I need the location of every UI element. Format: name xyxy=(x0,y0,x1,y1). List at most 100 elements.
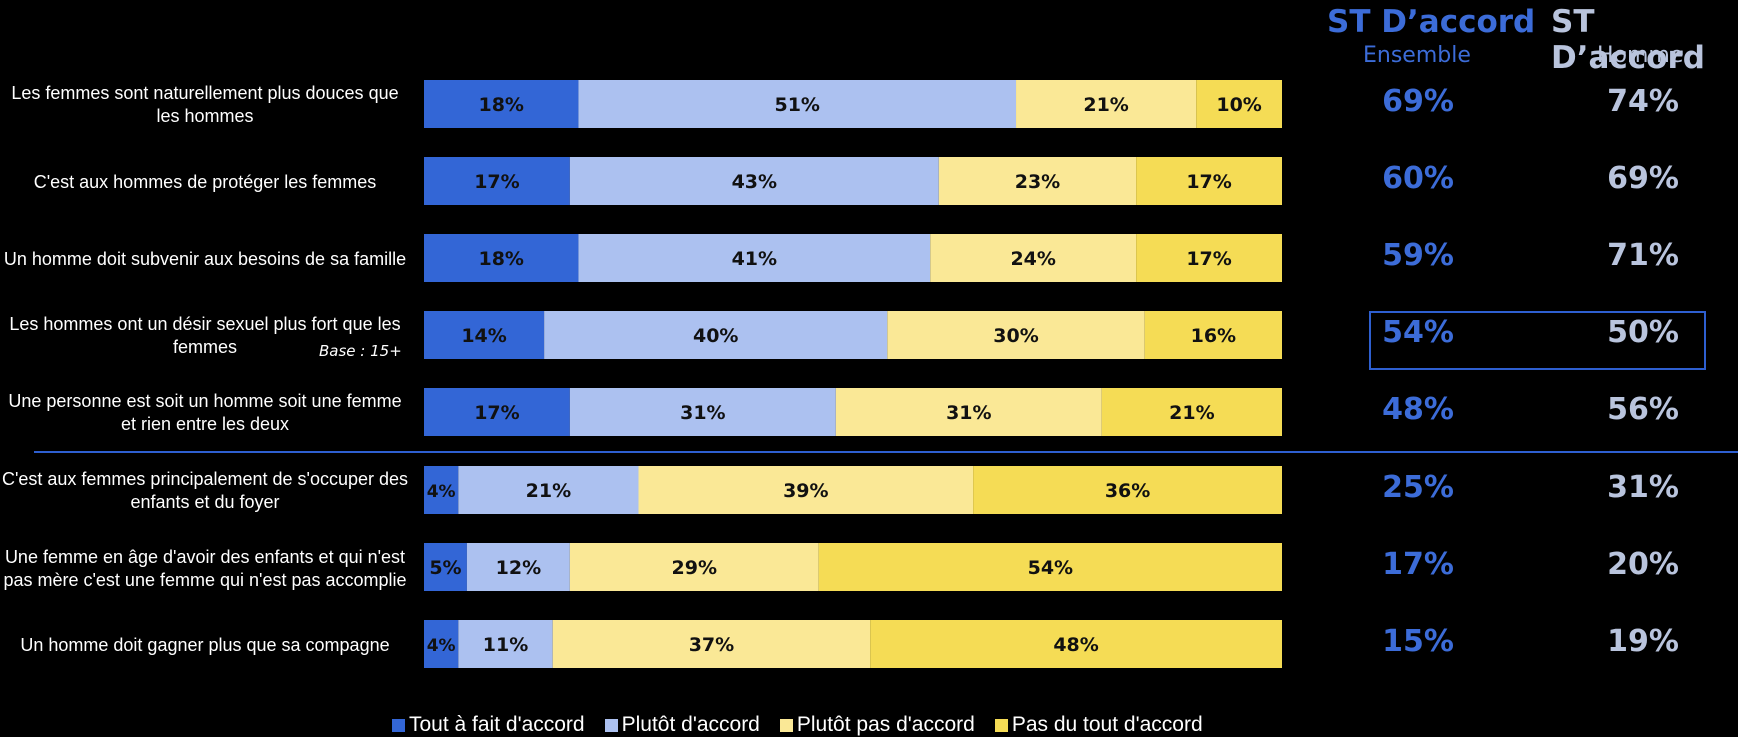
statement-label-5: Une personne est soit un homme soit une … xyxy=(8,391,402,434)
bar-1-tout-a-fait xyxy=(424,80,579,128)
legend: Tout à fait d'accord Plutôt d'accord Plu… xyxy=(392,713,1223,737)
bar-4-plutot-pas xyxy=(887,311,1145,359)
bar-label-2-plutot-pas: 23% xyxy=(1015,171,1060,193)
bar-label-4-pas-du-tout: 16% xyxy=(1191,325,1236,347)
bar-label-1-plutot: 51% xyxy=(774,94,819,116)
bar-label-5-tout-a-fait: 17% xyxy=(474,402,519,424)
legend-item-plutot: Plutôt d'accord xyxy=(604,713,760,737)
st-ensemble-value-4: 54% xyxy=(1382,315,1454,350)
st-homme-value-2: 69% xyxy=(1607,161,1679,196)
st-homme-value-3: 71% xyxy=(1607,238,1679,273)
legend-item-tout-a-fait: Tout à fait d'accord xyxy=(392,713,585,737)
bar-5-plutot-pas xyxy=(835,388,1102,436)
bar-2-plutot xyxy=(569,157,939,205)
statement-label-4: Les hommes ont un désir sexuel plus fort… xyxy=(9,314,401,357)
st-ensemble-value-7: 17% xyxy=(1382,547,1454,582)
highlight-box xyxy=(1369,311,1706,370)
legend-item-pas-du-tout: Pas du tout d'accord xyxy=(994,713,1203,737)
bar-8-plutot xyxy=(458,620,553,668)
bar-label-6-tout-a-fait: 4% xyxy=(427,482,456,502)
base-note: Base : 15+ xyxy=(319,342,402,360)
legend-label-plutot: Plutôt d'accord xyxy=(621,713,760,736)
bar-label-6-pas-du-tout: 36% xyxy=(1105,480,1150,502)
bar-7-plutot xyxy=(466,543,570,591)
st-homme-value-7: 20% xyxy=(1607,547,1679,582)
bar-label-3-plutot-pas: 24% xyxy=(1010,248,1055,270)
bar-label-5-plutot-pas: 31% xyxy=(946,402,991,424)
st-homme-value-8: 19% xyxy=(1607,624,1679,659)
bar-label-8-pas-du-tout: 48% xyxy=(1053,634,1098,656)
bar-label-8-plutot: 11% xyxy=(483,634,528,656)
bar-label-8-tout-a-fait: 4% xyxy=(427,636,456,656)
bar-8-tout-a-fait xyxy=(424,620,459,668)
bar-6-plutot xyxy=(458,466,639,514)
legend-item-plutot-pas: Plutôt pas d'accord xyxy=(779,713,975,737)
section-divider xyxy=(34,451,1738,453)
header-homme-title: ST D’accord xyxy=(1551,4,1705,76)
bar-label-4-plutot-pas: 30% xyxy=(993,325,1038,347)
bar-8-pas-du-tout xyxy=(870,620,1282,668)
bar-6-pas-du-tout xyxy=(973,466,1282,514)
bar-label-2-tout-a-fait: 17% xyxy=(474,171,519,193)
bar-label-1-tout-a-fait: 18% xyxy=(478,94,523,116)
bar-label-2-plutot: 43% xyxy=(732,171,777,193)
bar-8-plutot-pas xyxy=(552,620,871,668)
legend-swatch-plutot xyxy=(604,718,618,732)
bar-1-plutot xyxy=(578,80,1017,128)
bar-label-5-plutot: 31% xyxy=(680,402,725,424)
bar-label-1-plutot-pas: 21% xyxy=(1083,94,1128,116)
bar-label-7-plutot-pas: 29% xyxy=(672,557,717,579)
bar-4-pas-du-tout xyxy=(1144,311,1282,359)
bar-3-tout-a-fait xyxy=(424,234,579,282)
bar-label-3-pas-du-tout: 17% xyxy=(1186,248,1231,270)
bar-7-plutot-pas xyxy=(569,543,819,591)
bar-label-7-tout-a-fait: 5% xyxy=(429,557,461,579)
st-ensemble-value-3: 59% xyxy=(1382,238,1454,273)
bar-7-pas-du-tout xyxy=(818,543,1282,591)
st-ensemble-value-5: 48% xyxy=(1382,392,1454,427)
bar-3-plutot-pas xyxy=(930,234,1137,282)
st-homme-value-6: 31% xyxy=(1607,470,1679,505)
bar-label-1-pas-du-tout: 10% xyxy=(1216,94,1261,116)
bar-1-plutot-pas xyxy=(1016,80,1197,128)
bar-label-6-plutot-pas: 39% xyxy=(783,480,828,502)
st-ensemble-value-8: 15% xyxy=(1382,624,1454,659)
st-homme-value-5: 56% xyxy=(1607,392,1679,427)
bar-1-pas-du-tout xyxy=(1196,80,1282,128)
bar-3-pas-du-tout xyxy=(1136,234,1282,282)
header-ensemble-title: ST D’accord xyxy=(1327,4,1536,40)
bar-label-7-pas-du-tout: 54% xyxy=(1028,557,1073,579)
bar-label-3-tout-a-fait: 18% xyxy=(478,248,523,270)
st-homme-value-4: 50% xyxy=(1607,315,1679,350)
statement-label-3: Un homme doit subvenir aux besoins de sa… xyxy=(3,248,407,269)
bar-label-2-pas-du-tout: 17% xyxy=(1186,171,1231,193)
bar-5-pas-du-tout xyxy=(1101,388,1282,436)
bar-7-tout-a-fait xyxy=(424,543,467,591)
statement-label-7: Une femme en âge d'avoir des enfants et … xyxy=(3,547,407,590)
bar-label-4-plutot: 40% xyxy=(693,325,738,347)
statement-label-8: Un homme doit gagner plus que sa compagn… xyxy=(20,634,390,655)
statement-label-1: Les femmes sont naturellement plus douce… xyxy=(11,83,399,126)
bar-label-3-plutot: 41% xyxy=(732,248,777,270)
bar-6-tout-a-fait xyxy=(424,466,459,514)
bar-3-plutot xyxy=(578,234,931,282)
st-ensemble-value-1: 69% xyxy=(1382,84,1454,119)
bar-label-4-tout-a-fait: 14% xyxy=(461,325,506,347)
bar-6-plutot-pas xyxy=(638,466,974,514)
bar-label-5-pas-du-tout: 21% xyxy=(1169,402,1214,424)
legend-swatch-plutot-pas xyxy=(779,718,793,732)
st-homme-value-1: 74% xyxy=(1607,84,1679,119)
bar-2-tout-a-fait xyxy=(424,157,570,205)
statement-label-2: C'est aux hommes de protéger les femmes xyxy=(33,171,377,192)
bar-5-tout-a-fait xyxy=(424,388,570,436)
header-ensemble-sub: Ensemble xyxy=(1363,43,1471,68)
legend-swatch-pas-du-tout xyxy=(994,718,1008,732)
bar-label-8-plutot-pas: 37% xyxy=(689,634,734,656)
legend-label-plutot-pas: Plutôt pas d'accord xyxy=(796,713,975,736)
bar-4-tout-a-fait xyxy=(424,311,545,359)
bar-2-pas-du-tout xyxy=(1136,157,1282,205)
header-homme-sub: Homme xyxy=(1597,43,1684,68)
legend-swatch-tout-a-fait xyxy=(392,718,405,732)
st-ensemble-value-6: 25% xyxy=(1382,470,1454,505)
